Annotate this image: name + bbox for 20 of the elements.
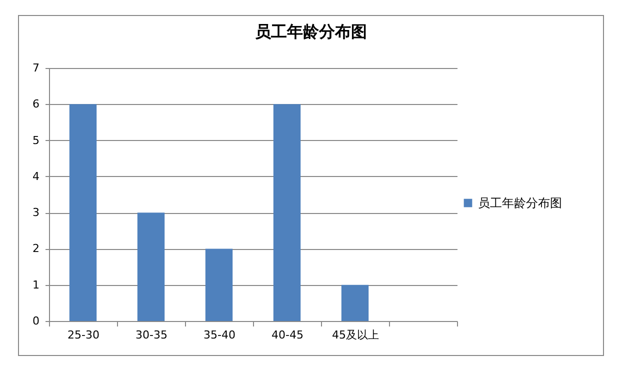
y-tick-label: 0	[32, 314, 40, 328]
y-tick-label: 7	[32, 62, 40, 74]
x-tick-label: 30-35	[136, 328, 168, 342]
y-tick-label: 5	[32, 134, 40, 147]
x-tick-label: 40-45	[272, 328, 304, 342]
x-tick-label: 35-40	[204, 328, 236, 342]
bar	[69, 104, 97, 321]
bar	[273, 104, 301, 321]
x-tick-label: 25-30	[68, 328, 100, 342]
y-tick-label: 6	[32, 98, 40, 111]
chart-title: 员工年龄分布图	[255, 22, 367, 41]
x-tick-label: 45及以上	[332, 328, 379, 342]
legend-label: 员工年龄分布图	[478, 196, 562, 210]
y-tick-label: 2	[32, 242, 40, 256]
bar	[341, 284, 369, 321]
y-tick-label: 3	[32, 206, 40, 220]
y-tick-label: 1	[32, 278, 40, 292]
bar	[137, 212, 165, 321]
y-tick-label: 4	[32, 170, 40, 183]
bar	[205, 248, 233, 321]
